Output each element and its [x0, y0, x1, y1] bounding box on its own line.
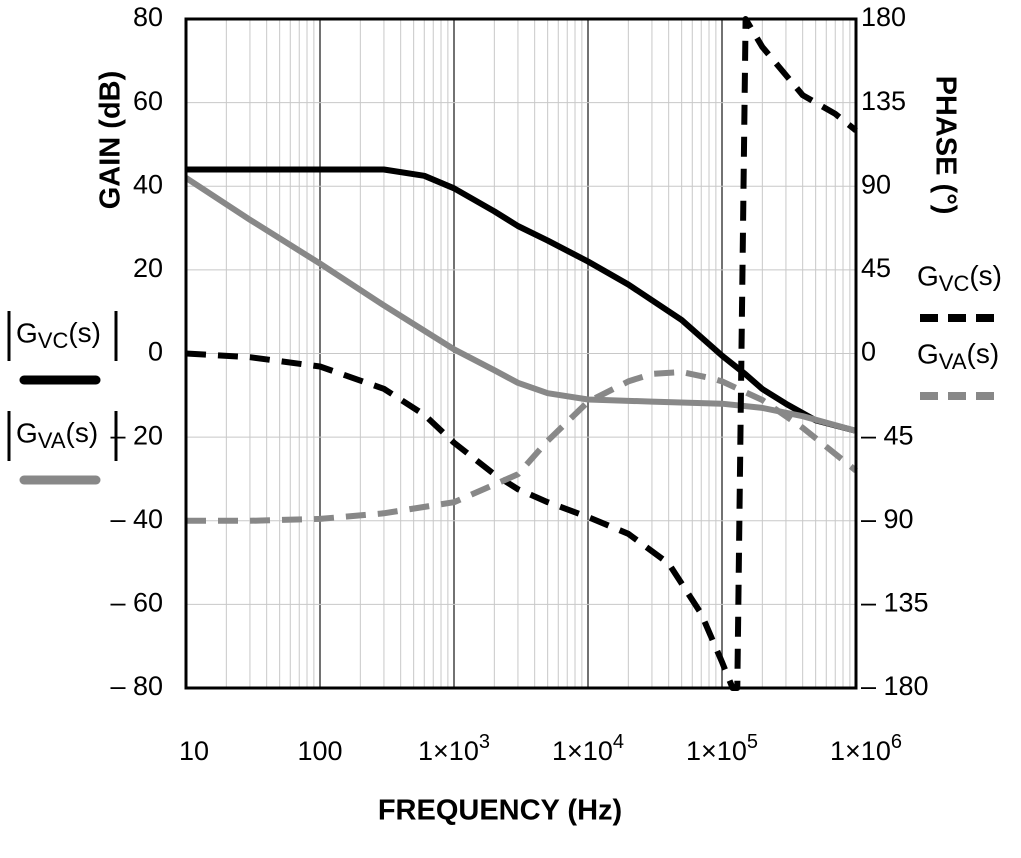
left-tick-label: 80	[133, 2, 163, 32]
x-tick-exponent: 3	[479, 731, 490, 753]
right-tick-label: 180	[861, 2, 906, 32]
x-tick-label: 1×106	[830, 731, 902, 766]
y-axis-title-right: PHASE (°)	[929, 76, 961, 215]
x-tick-label: 10	[179, 736, 209, 766]
left-tick-label: 40	[133, 169, 163, 199]
x-tick-exponent: 5	[747, 731, 758, 753]
x-tick-label: 100	[297, 736, 342, 766]
right-tick-label: – 90	[861, 504, 914, 534]
series-line-2	[184, 175, 857, 434]
x-tick-label: 1×104	[552, 731, 624, 766]
legend-subscript: VA	[38, 428, 66, 453]
legend-subscript: VC	[939, 271, 970, 296]
right-tick-label: 90	[861, 169, 891, 199]
series-line-4	[186, 369, 858, 524]
x-tick-label: 1×105	[686, 731, 758, 766]
left-tick-label: – 20	[110, 420, 163, 450]
legend-subscript: VC	[38, 328, 69, 353]
legend-label: GVC(s)	[917, 260, 1002, 295]
x-axis-title: FREQUENCY (Hz)	[378, 795, 622, 827]
left-tick-label: – 80	[110, 671, 163, 701]
legend-suffix: (s)	[969, 260, 1002, 291]
plot-frame	[184, 17, 858, 690]
legend-label: GVA(s)	[917, 338, 999, 373]
legend-subscript: VA	[939, 349, 967, 374]
y-axis-title-left: GAIN (dB)	[95, 71, 127, 210]
left-tick-label: 60	[133, 86, 163, 116]
right-tick-label: 135	[861, 86, 906, 116]
right-tick-label: – 45	[861, 420, 914, 450]
legend-suffix: (s)	[66, 417, 99, 448]
x-tick-exponent: 6	[891, 731, 902, 753]
right-tick-label: 0	[861, 337, 876, 367]
series-line-1	[186, 166, 857, 434]
right-tick-label: 45	[861, 253, 891, 283]
left-tick-label: 20	[133, 253, 163, 283]
left-tick-label: 0	[148, 337, 163, 367]
x-tick-label: 1×103	[418, 731, 490, 766]
right-tick-label: – 180	[861, 671, 929, 701]
legend-label: GVC(s)	[16, 317, 101, 352]
legend-label: GVA(s)	[16, 417, 98, 452]
plot-series	[184, 16, 858, 691]
series-line-3	[185, 16, 858, 691]
left-tick-label: – 60	[110, 588, 163, 618]
x-tick-exponent: 4	[613, 731, 624, 753]
legend-suffix: (s)	[68, 317, 101, 348]
legend-suffix: (s)	[967, 338, 1000, 369]
right-tick-label: – 135	[861, 588, 929, 618]
plot-grid	[186, 19, 856, 688]
left-tick-label: – 40	[110, 504, 163, 534]
